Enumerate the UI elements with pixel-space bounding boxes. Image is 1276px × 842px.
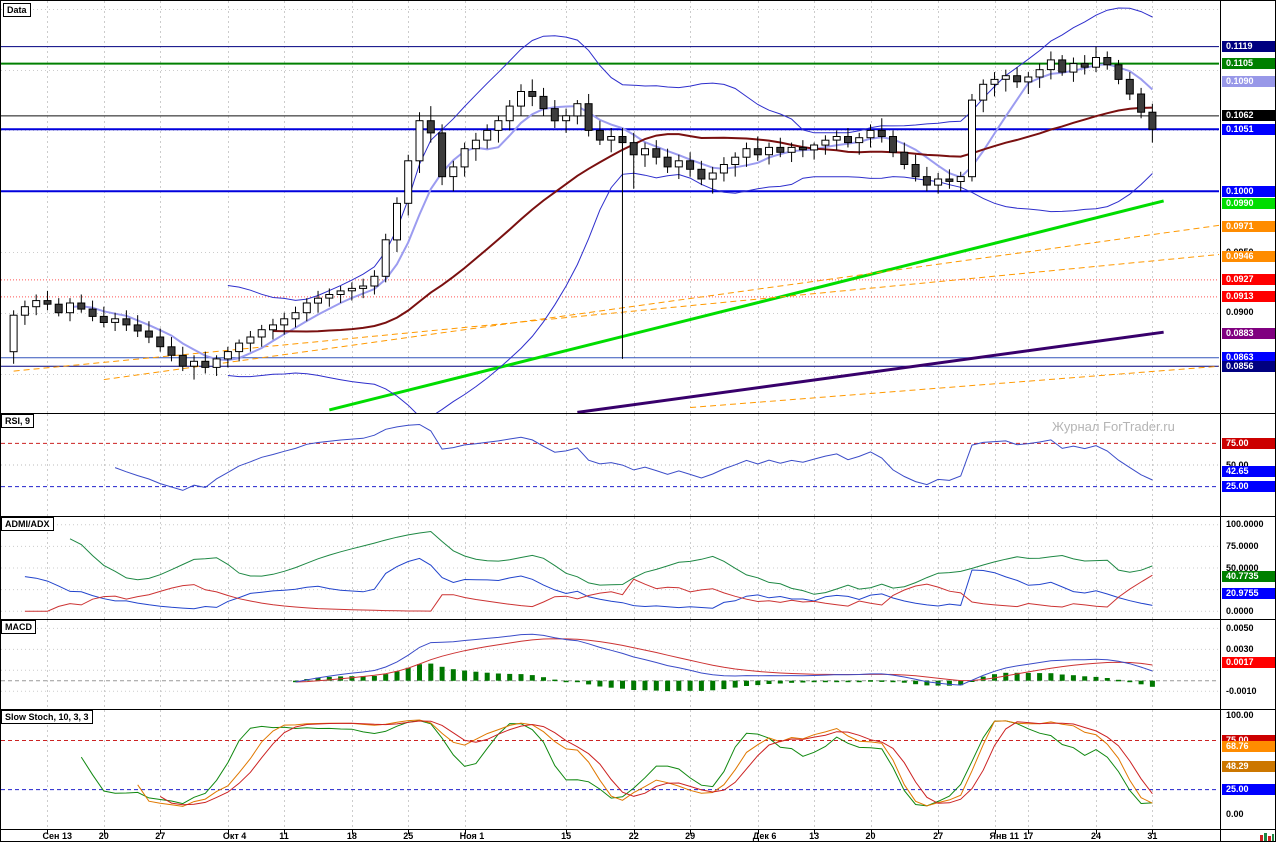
adx-panel-label: ADMI/ADX bbox=[1, 517, 54, 531]
time-axis-label: 31 bbox=[1147, 831, 1158, 841]
rsi-panel-label: RSI, 9 bbox=[1, 414, 35, 428]
time-axis-label: 20 bbox=[865, 831, 876, 841]
watermark: Журнал ForTrader.ru bbox=[1052, 419, 1175, 434]
time-axis-label: 17 bbox=[1023, 831, 1034, 841]
time-axis-label: 20 bbox=[98, 831, 109, 841]
time-axis-label: Янв 11 bbox=[989, 831, 1019, 841]
time-axis-label: Дек 6 bbox=[752, 831, 777, 841]
time-axis-label: 27 bbox=[155, 831, 166, 841]
macd-panel-label: MACD bbox=[1, 620, 36, 634]
platform-logo-icon bbox=[1259, 832, 1274, 841]
stoch-panel-label: Slow Stoch, 10, 3, 3 bbox=[1, 710, 93, 724]
time-axis[interactable]: Сен 13 20 27 Окт 4 11 18 25 Ноя 1 15 22 29 Дек 6 13 2… bbox=[0, 0, 1220, 842]
time-axis-label: 24 bbox=[1091, 831, 1102, 841]
time-axis-label: Ноя 1 bbox=[459, 831, 485, 841]
time-axis-label: Сен 13 bbox=[42, 831, 72, 841]
time-axis-label: 25 bbox=[403, 831, 414, 841]
time-axis-label: 22 bbox=[628, 831, 639, 841]
main-panel-label: Data bbox=[3, 3, 31, 17]
time-axis-label: 15 bbox=[561, 831, 572, 841]
time-axis-label: 29 bbox=[685, 831, 696, 841]
time-axis-label: 27 bbox=[933, 831, 944, 841]
time-axis-label: 13 bbox=[809, 831, 820, 841]
time-axis-label: 18 bbox=[346, 831, 357, 841]
time-axis-label: 11 bbox=[279, 831, 289, 841]
time-axis-label: Окт 4 bbox=[222, 831, 247, 841]
